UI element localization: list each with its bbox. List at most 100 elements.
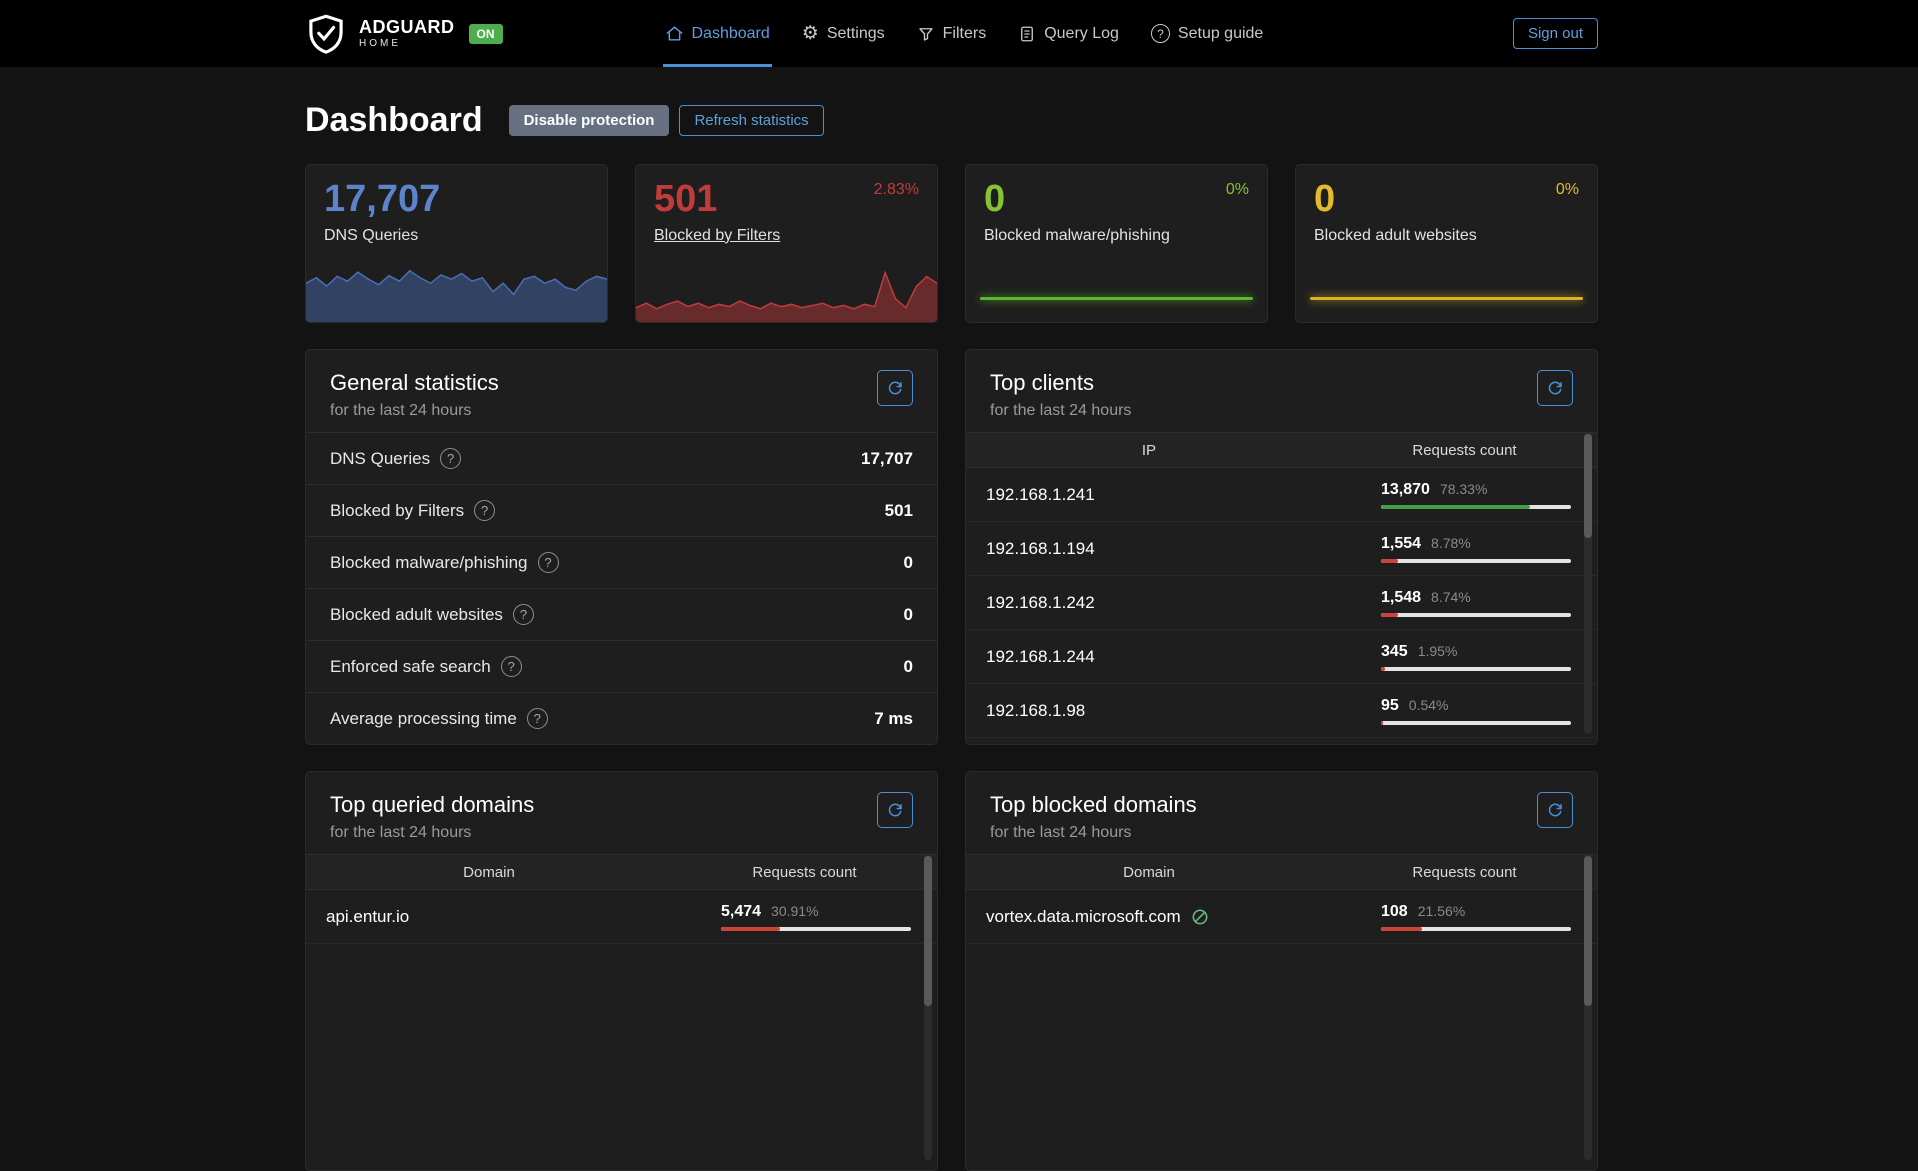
top-clients-title: Top clients: [990, 370, 1094, 395]
help-circle-icon: ?: [1150, 24, 1170, 43]
blocked-service-icon: [1192, 909, 1208, 925]
refresh-top-queried-button[interactable]: [877, 792, 913, 828]
sign-out-button[interactable]: Sign out: [1512, 18, 1598, 49]
refresh-general-statistics-button[interactable]: [877, 370, 913, 406]
main-nav: Dashboard ⚙ Settings Filters Query: [662, 0, 1294, 67]
adguard-home-logo[interactable]: ADGUARD HOME ON: [305, 13, 503, 55]
progress-track: [1381, 666, 1571, 671]
column-header-domain: Domain: [463, 863, 515, 881]
domain-name: vortex.data.microsoft.com: [986, 906, 1181, 926]
scrollbar-thumb[interactable]: [1584, 434, 1592, 538]
client-ip: 192.168.1.98: [986, 700, 1086, 720]
progress-track: [1381, 504, 1571, 509]
nav-item-setup-guide[interactable]: ? Setup guide: [1149, 0, 1265, 67]
nav-label: Filters: [942, 24, 987, 42]
client-ip: 192.168.1.194: [986, 538, 1095, 558]
refresh-icon: [1548, 803, 1562, 817]
scrollbar-thumb[interactable]: [1584, 856, 1592, 1006]
progress-fill: [1381, 720, 1383, 725]
blocked-filters-link[interactable]: Blocked by Filters: [654, 226, 781, 244]
dashboard-icon: [666, 26, 682, 41]
client-ip: 192.168.1.241: [986, 484, 1095, 504]
stat-label: Blocked malware/phishing: [330, 552, 528, 572]
top-blocked-subtitle: for the last 24 hours: [990, 824, 1132, 842]
general-statistics-list: DNS Queries? 17,707 Blocked by Filters? …: [306, 432, 937, 744]
request-count: 345: [1381, 642, 1408, 660]
progress-fill: [721, 926, 780, 931]
request-count: 108: [1381, 902, 1408, 920]
blocked-adult-percent: 0%: [1555, 181, 1579, 198]
nav-item-query-log[interactable]: Query Log: [1016, 0, 1121, 67]
help-icon[interactable]: ?: [537, 552, 559, 574]
nav-item-filters[interactable]: Filters: [915, 0, 989, 67]
client-row[interactable]: 192.168.1.241 13,870 78.33%: [966, 468, 1597, 523]
help-icon[interactable]: ?: [474, 500, 496, 522]
progress-fill: [1381, 504, 1530, 509]
stat-value: 0: [903, 552, 913, 572]
scrollbar-track[interactable]: [924, 854, 932, 1160]
help-icon[interactable]: ?: [500, 656, 522, 678]
gear-icon: ⚙: [801, 23, 819, 44]
main-content: Dashboard Disable protection Refresh sta…: [305, 101, 1598, 1171]
stat-label: DNS Queries: [330, 448, 431, 468]
client-row[interactable]: 192.168.1.244 345 1.95%: [966, 630, 1597, 685]
scrollbar-track[interactable]: [1584, 854, 1592, 1160]
stat-value: 501: [884, 500, 913, 520]
stats-row: Blocked by Filters? 501: [306, 484, 937, 536]
nav-label: Setup guide: [1177, 24, 1264, 42]
help-icon[interactable]: ?: [512, 604, 534, 626]
progress-track: [1381, 720, 1571, 725]
dns-queries-label: DNS Queries: [324, 226, 419, 244]
refresh-icon: [888, 803, 902, 817]
progress-track: [1381, 926, 1571, 931]
stats-row: Average processing time? 7 ms: [306, 692, 937, 744]
column-header-requests: Requests count: [1412, 441, 1517, 459]
request-percent: 0.54%: [1408, 696, 1449, 713]
column-header-ip: IP: [1141, 441, 1157, 459]
nav-label: Settings: [826, 24, 885, 42]
scrollbar-thumb[interactable]: [924, 856, 932, 1006]
top-clients-table-header: IP Requests count: [966, 432, 1597, 469]
domain-row[interactable]: api.entur.io 5,474 30.91%: [306, 890, 937, 945]
refresh-top-blocked-button[interactable]: [1537, 792, 1573, 828]
client-row[interactable]: 192.168.1.242 1,548 8.74%: [966, 576, 1597, 631]
general-statistics-card: General statistics for the last 24 hours…: [305, 349, 938, 745]
request-count: 5,474: [721, 902, 762, 920]
top-clients-subtitle: for the last 24 hours: [990, 402, 1132, 420]
stat-value: 17,707: [861, 448, 913, 468]
disable-protection-button[interactable]: Disable protection: [508, 105, 670, 136]
top-blocked-table-header: Domain Requests count: [966, 854, 1597, 891]
help-icon[interactable]: ?: [526, 708, 548, 730]
scrollbar-track[interactable]: [1584, 432, 1592, 734]
request-count: 13,870: [1381, 480, 1430, 498]
top-blocked-title: Top blocked domains: [990, 792, 1197, 817]
client-ip: 192.168.1.242: [986, 592, 1095, 612]
progress-fill: [1381, 926, 1422, 931]
progress-fill: [1381, 558, 1398, 563]
stat-cards-row: 17,707 DNS Queries 501 Blocked by Filter…: [305, 164, 1598, 323]
client-row[interactable]: 192.168.1.194 1,554 8.78%: [966, 522, 1597, 577]
help-icon[interactable]: ?: [440, 448, 462, 470]
request-percent: 21.56%: [1417, 902, 1466, 919]
progress-fill: [1381, 612, 1398, 617]
client-row[interactable]: 192.168.1.98 95 0.54%: [966, 684, 1597, 739]
stat-card-dns-queries: 17,707 DNS Queries: [305, 164, 608, 323]
domain-row[interactable]: vortex.data.microsoft.com 108 21.56%: [966, 890, 1597, 945]
stats-row: Blocked adult websites? 0: [306, 588, 937, 640]
request-percent: 8.74%: [1431, 588, 1471, 605]
blocked-malware-label: Blocked malware/phishing: [984, 226, 1170, 244]
nav-item-settings[interactable]: ⚙ Settings: [800, 0, 887, 67]
dns-queries-sparkline: [306, 242, 607, 322]
request-percent: 78.33%: [1439, 480, 1488, 497]
protection-status-badge: ON: [468, 23, 503, 44]
nav-label: Query Log: [1044, 24, 1119, 42]
request-count: 1,548: [1381, 588, 1422, 606]
nav-item-dashboard[interactable]: Dashboard: [662, 0, 772, 67]
refresh-statistics-button[interactable]: Refresh statistics: [679, 105, 824, 136]
top-clients-card: Top clients for the last 24 hours IP Req…: [965, 349, 1598, 745]
refresh-top-clients-button[interactable]: [1537, 370, 1573, 406]
general-statistics-title: General statistics: [330, 370, 499, 395]
request-percent: 8.78%: [1431, 534, 1471, 551]
shield-logo-icon: [309, 14, 343, 54]
blocked-filters-sparkline: [636, 258, 937, 322]
